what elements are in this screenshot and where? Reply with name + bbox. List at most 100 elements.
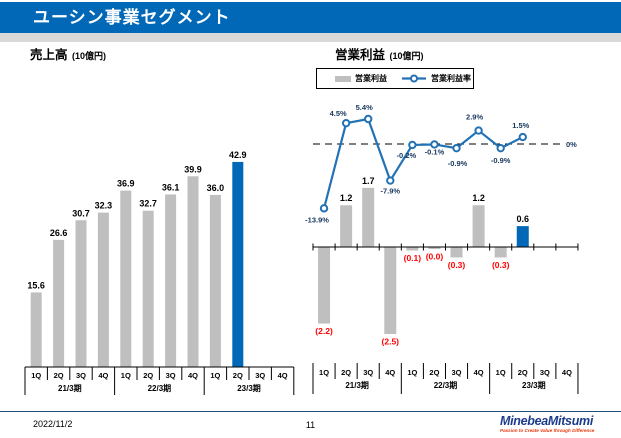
line-legend-marker-icon [402, 74, 426, 83]
profit-negative-label: (2.2) [315, 326, 333, 336]
sales-value-label: 26.6 [50, 228, 68, 238]
svg-text:2Q: 2Q [518, 368, 528, 377]
svg-text:4Q: 4Q [98, 371, 108, 380]
profit-bar [516, 226, 529, 247]
profit-negative-label: (0.3) [492, 260, 510, 270]
rate-line-marker [518, 132, 527, 142]
sales-value-label: 36.9 [117, 179, 135, 189]
rate-line-marker [474, 126, 483, 135]
rate-value-label: -0.2% [397, 151, 417, 160]
svg-text:3Q: 3Q [363, 368, 373, 377]
profit-bar [340, 205, 353, 247]
profit-bar [384, 247, 397, 334]
svg-text:3Q: 3Q [540, 368, 550, 377]
sales-bar [120, 190, 132, 367]
profit-bar [428, 247, 441, 249]
rate-line-marker [430, 140, 439, 149]
bar-legend-swatch-icon [335, 75, 351, 82]
profit-negative-label: (0.1) [404, 253, 422, 263]
svg-text:4Q: 4Q [385, 368, 395, 377]
sales-title-unit: (10億円) [71, 51, 106, 61]
svg-text:1Q: 1Q [319, 368, 329, 377]
slide-title: ユーシン事業セグメント [33, 8, 231, 27]
zero-percent-label: 0% [566, 140, 577, 149]
footer-date: 2022/11/2 [33, 419, 73, 429]
sales-value-label: 39.9 [184, 164, 202, 174]
profit-bar [494, 247, 507, 258]
svg-text:3Q: 3Q [452, 368, 462, 377]
rate-line-marker [364, 114, 373, 124]
profit-axis: 1Q 2Q 3Q 4Q 1Q 2Q 3Q 4Q 1Q 2Q 3Q 4Q 21/3期 22/3期 23/3期 [312, 363, 579, 394]
sales-bar [30, 292, 42, 367]
svg-text:1Q: 1Q [496, 368, 506, 377]
sales-bar [75, 220, 87, 367]
svg-text:2Q: 2Q [341, 368, 351, 377]
page-number: 11 [305, 420, 316, 430]
sales-value-label: 32.7 [139, 199, 157, 209]
sales-chart: 15.6 26.6 30.7 32.3 36.9 32.7 36.1 39.9 36.0 42.9… [24, 150, 295, 395]
svg-text:3Q: 3Q [76, 371, 86, 380]
sales-bars: 15.6 26.6 30.7 32.3 36.9 32.7 36.1 39.9 36.0 42.9 [27, 150, 247, 367]
svg-text:2Q: 2Q [429, 368, 439, 377]
footer-divider [0, 411, 621, 412]
profit-value-label: 1.2 [340, 193, 353, 203]
profit-chart: (2.2) 1.2 1.7 (2.5) (0.1) (0.0) (0.3) 1.2 (0.3) 0… [305, 103, 579, 394]
sales-chart-title: 売上高 (10億円) [30, 44, 106, 64]
company-logo-text: MinebeaMitsumi [500, 414, 594, 428]
svg-text:1Q: 1Q [121, 371, 131, 380]
profit-negative-label: (0.3) [448, 260, 466, 270]
sales-bar [142, 210, 154, 367]
bar-legend-label: 営業利益 [355, 74, 387, 83]
svg-text:21/3期: 21/3期 [58, 383, 82, 393]
profit-chart-title: 営業利益 (10億円) [335, 44, 423, 64]
profit-bar [362, 187, 375, 247]
profit-negative-label: (0.0) [426, 252, 444, 262]
rate-value-label: -0.9% [448, 159, 468, 168]
sales-axis: 1Q 2Q 3Q 4Q 1Q 2Q 3Q 4Q 1Q 2Q 3Q 4Q 21/3期 22/3期 23/3期 [24, 366, 295, 395]
svg-text:4Q: 4Q [562, 368, 572, 377]
profit-rate-line: -13.9%4.5%5.4%-7.9%-0.2% -0.1%-0.9%2.9%-0… [305, 103, 529, 224]
rate-value-label: 2.9% [466, 113, 483, 122]
rate-line-marker [496, 143, 505, 153]
sales-bar [209, 194, 221, 367]
svg-text:2Q: 2Q [143, 371, 153, 380]
profit-title-text: 営業利益 [335, 48, 386, 62]
svg-text:4Q: 4Q [474, 368, 484, 377]
rate-value-label: 1.5% [512, 121, 529, 130]
profit-negative-label: (2.5) [382, 337, 400, 347]
rate-line-marker [408, 140, 417, 150]
profit-bar [472, 205, 485, 247]
rate-value-label: -0.9% [491, 156, 511, 165]
zero-percent-line: 0% [313, 140, 577, 149]
svg-text:1Q: 1Q [31, 371, 41, 380]
rate-line-marker [319, 204, 329, 213]
svg-text:4Q: 4Q [278, 371, 288, 380]
profit-bar [318, 247, 331, 324]
profit-value-label: 1.7 [362, 176, 375, 186]
rate-value-label: 4.5% [330, 109, 347, 118]
svg-text:2Q: 2Q [233, 371, 243, 380]
rate-value-label: 5.4% [356, 103, 373, 112]
svg-text:22/3期: 22/3期 [434, 380, 458, 390]
company-logo-tagline: Passion to Create Value through Differen… [500, 428, 595, 433]
sales-value-label: 15.6 [27, 280, 45, 290]
profit-bars: (2.2) 1.2 1.7 (2.5) (0.1) (0.0) (0.3) 1.2 (0.3) 0… [315, 176, 529, 347]
sales-bar [53, 239, 65, 367]
sales-title-text: 売上高 [30, 48, 68, 62]
rate-line-marker [452, 143, 461, 153]
profit-bar [406, 247, 419, 251]
profit-zero-axis [312, 243, 579, 251]
sales-value-label: 42.9 [229, 150, 247, 160]
sales-bar [165, 194, 177, 367]
slide-title-bar: ユーシン事業セグメント [0, 2, 621, 33]
sales-value-label: 32.3 [95, 201, 113, 211]
line-legend-label: 営業利益率 [431, 74, 471, 83]
svg-text:2Q: 2Q [54, 371, 64, 380]
company-logo: MinebeaMitsumi Passion to Create Value t… [500, 414, 612, 433]
sales-value-label: 30.7 [72, 208, 90, 218]
svg-text:1Q: 1Q [210, 371, 220, 380]
sales-bar [97, 212, 109, 367]
sales-bar [187, 176, 199, 367]
title-bar-strip [0, 33, 621, 42]
profit-title-unit: (10億円) [389, 51, 424, 61]
